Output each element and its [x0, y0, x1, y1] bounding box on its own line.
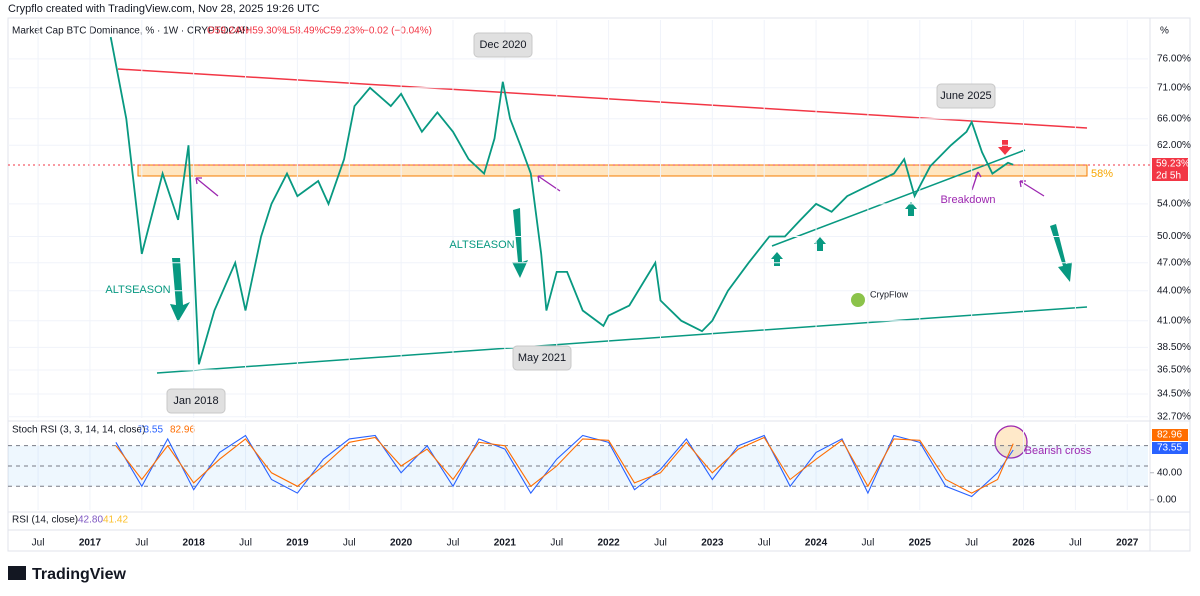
- x-tick-label: Jul: [550, 538, 563, 549]
- stoch-d-value: 82.96: [170, 425, 195, 436]
- y-tick-label: 32.70%: [1157, 411, 1191, 422]
- x-tick-label: 2022: [597, 538, 620, 549]
- watermark-icon: [851, 293, 865, 307]
- up-arrow: [905, 202, 917, 216]
- callout-box: [166, 388, 226, 414]
- ohlc-high: H59.30%: [245, 26, 286, 37]
- frame: [7, 17, 1191, 552]
- x-tick-label: 2018: [183, 538, 206, 549]
- ohlc: O59.24% H59.30% L58.49% C59.23% −0.02 (−…: [207, 26, 432, 37]
- stoch-k-box: [1152, 442, 1188, 454]
- x-tick-label: 2026: [1012, 538, 1035, 549]
- support-line: [156, 306, 1088, 374]
- credit: Crypflo created with TradingView.com, No…: [8, 3, 320, 15]
- y-tick-label: 62.00%: [1157, 140, 1191, 151]
- down-arrow: [998, 140, 1012, 155]
- annotation: Breakdown: [940, 194, 995, 206]
- y-tick-label: 0.00: [1157, 494, 1177, 505]
- down-arrow: [170, 258, 190, 322]
- y-tick-label: 71.00%: [1157, 82, 1191, 93]
- x-tick-label: Jul: [654, 538, 667, 549]
- x-tick-label: 2019: [286, 538, 309, 549]
- countdown-box: [1152, 170, 1188, 181]
- callout-box: [473, 32, 533, 58]
- stoch-d-box: [1152, 429, 1188, 441]
- x-tick-label: 2023: [701, 538, 724, 549]
- down-arrow: [1050, 224, 1072, 282]
- annotation: ALTSEASON: [105, 284, 170, 296]
- down-arrow: [512, 208, 528, 278]
- pointer: [195, 177, 219, 197]
- watermark: CrypFlow: [870, 289, 909, 299]
- x-tick-label: 2025: [909, 538, 932, 549]
- y-tick-label: 38.50%: [1157, 342, 1191, 353]
- plot-layer: [8, 20, 1148, 510]
- stoch-k-axis-label: 73.55: [1157, 443, 1182, 454]
- callout-text: Jan 2018: [173, 395, 218, 407]
- callout-box: [936, 83, 996, 109]
- callout-box: [512, 345, 572, 371]
- support-zone: [137, 164, 1088, 177]
- stoch-k-value: 73.55: [138, 425, 163, 436]
- y-tick-label: 76.00%: [1157, 54, 1191, 65]
- ohlc-close: C59.23%: [323, 26, 364, 37]
- footer-logo: TradingView: [32, 566, 127, 583]
- callout-text: May 2021: [518, 352, 566, 364]
- y-tick-label: 41.00%: [1157, 315, 1191, 326]
- stoch-title: Stoch RSI (3, 3, 14, 14, close): [12, 425, 145, 436]
- last-price-label: 59.23%: [1156, 159, 1190, 170]
- rsi-value: 42.80: [78, 515, 103, 526]
- x-tick-label: 2027: [1116, 538, 1139, 549]
- callout-text: June 2025: [940, 90, 991, 102]
- resistance-line: [117, 68, 1088, 129]
- pointer: [971, 171, 982, 191]
- x-tick-label: 2024: [805, 538, 828, 549]
- y-tick-label: 47.00%: [1157, 257, 1191, 268]
- y-tick-label: 36.50%: [1157, 365, 1191, 376]
- y-tick-label: 54.00%: [1157, 199, 1191, 210]
- y-tick-label: 40.00: [1157, 467, 1182, 478]
- x-tick-label: Jul: [135, 538, 148, 549]
- y-tick-label: 66.00%: [1157, 113, 1191, 124]
- y-tick-label: 44.00%: [1157, 285, 1191, 296]
- last-price-box: [1152, 158, 1188, 170]
- series-line: [115, 434, 1014, 498]
- annotation: Bearish cross: [1025, 445, 1092, 457]
- price-title: Market Cap BTC Dominance, % · 1W · CRYPT…: [12, 26, 249, 37]
- x-tick-label: Jul: [239, 538, 252, 549]
- x-tick-label: 2021: [494, 538, 517, 549]
- ohlc-open: O59.24%: [207, 26, 249, 37]
- x-tick-label: Jul: [32, 538, 45, 549]
- rsi-ma-value: 41.42: [103, 515, 128, 526]
- series-line: [109, 36, 1014, 365]
- annotation: ALTSEASON: [449, 239, 514, 251]
- y-tick-label: 50.00%: [1157, 231, 1191, 242]
- x-tick-label: Jul: [862, 538, 875, 549]
- footer-icon: [8, 566, 26, 580]
- x-tick-label: Jul: [965, 538, 978, 549]
- up-arrow: [814, 237, 826, 251]
- x-tick-label: 2017: [79, 538, 102, 549]
- annotation: 58%: [1091, 168, 1113, 180]
- ohlc-low: L58.49%: [284, 26, 324, 37]
- uptrend-line: [771, 149, 1026, 247]
- change: −0.02 (−0.04%): [363, 26, 432, 37]
- x-tick-label: Jul: [447, 538, 460, 549]
- series-line: [115, 436, 1014, 494]
- x-tick-label: Jul: [758, 538, 771, 549]
- unit: %: [1160, 26, 1169, 37]
- x-tick-label: Jul: [343, 538, 356, 549]
- y-tick-label: 34.50%: [1157, 389, 1191, 400]
- callout-text: Dec 2020: [479, 39, 526, 51]
- x-tick-label: Jul: [1069, 538, 1082, 549]
- stoch-d-axis-label: 82.96: [1157, 430, 1182, 441]
- x-tick-label: 2020: [390, 538, 413, 549]
- rsi-title: RSI (14, close): [12, 515, 78, 526]
- countdown: 2d 5h: [1156, 171, 1181, 182]
- highlight-circle: [994, 425, 1028, 459]
- pointers: [195, 171, 1045, 459]
